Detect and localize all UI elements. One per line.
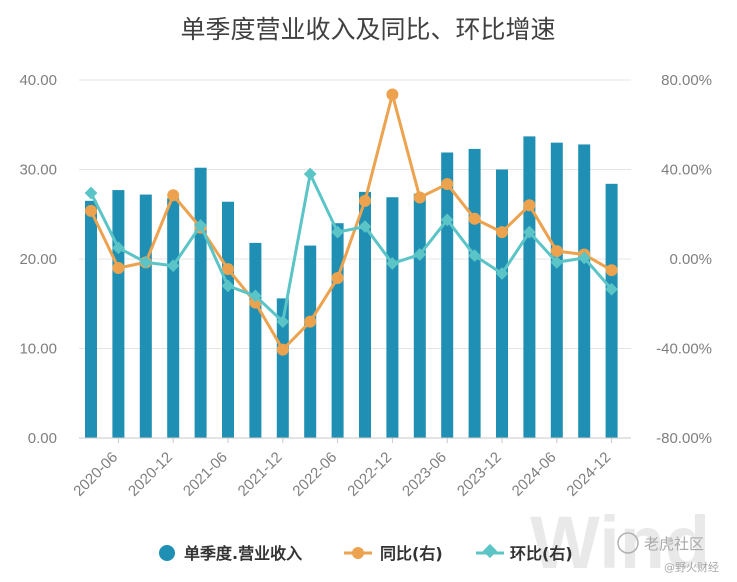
bar: [222, 201, 234, 438]
qoq-point: [221, 279, 235, 293]
bar: [304, 245, 317, 438]
yoy-point: [523, 199, 536, 212]
bar: [496, 169, 508, 438]
yoy-point: [331, 272, 344, 285]
qoq-point: [413, 248, 427, 261]
x-tick-label: 2022-12: [344, 449, 395, 500]
bar: [139, 194, 152, 438]
legend-label-qoq: 环比(右): [510, 544, 573, 563]
legend-item-revenue[interactable]: 单季度.营业收入: [159, 544, 302, 563]
qoq-line: [89, 172, 613, 324]
x-tick-label: 2022-06: [289, 449, 340, 500]
qoq-point: [194, 219, 207, 232]
bar: [359, 191, 371, 438]
legend-label-revenue: 单季度.营业收入: [184, 544, 302, 563]
right-axis: -80.00% -40.00% 0.00% 40.00% 80.00%: [656, 72, 712, 447]
bar: [468, 148, 481, 439]
x-axis: 2020-06 2020-12 2021-06 2021-12 2022-06 2022-…: [70, 437, 631, 500]
yoy-point: [441, 178, 454, 191]
legend: 单季度.营业收入 同比(右) 环比(右): [159, 543, 573, 563]
bar: [112, 190, 125, 438]
yoy-point: [496, 226, 508, 239]
bar: [249, 242, 262, 438]
right-tick-label: 40.00%: [661, 162, 712, 179]
legend-label-yoy: 同比(右): [380, 544, 443, 563]
bar: [523, 136, 536, 438]
bar: [85, 200, 97, 438]
left-tick-label: 10.00: [19, 341, 57, 358]
qoq-point: [358, 220, 372, 233]
yoy-point: [222, 263, 234, 276]
bar-series: [85, 136, 618, 439]
qoq-point: [249, 289, 262, 303]
yoy-point: [413, 191, 426, 204]
yoy-point: [112, 261, 125, 274]
x-tick-label: 2020-12: [125, 449, 176, 500]
qoq-point: [166, 259, 180, 273]
legend-marker-yoy: [352, 547, 364, 559]
right-tick-label: -40.00%: [656, 341, 712, 358]
qoq-point: [386, 257, 399, 270]
chart-title: 单季度营业收入及同比、环比增速: [180, 15, 555, 44]
left-tick-label: 0.00: [28, 430, 57, 447]
bar: [578, 144, 591, 438]
grid-lines: [79, 79, 631, 439]
watermark-forum-text: 老虎社区: [644, 535, 704, 553]
yoy-point: [468, 212, 481, 225]
bar: [331, 223, 344, 438]
qoq-point: [303, 167, 317, 181]
qoq-point: [84, 186, 98, 200]
legend-marker-qoq: [482, 543, 498, 559]
yoy-point: [386, 88, 399, 101]
qoq-point: [139, 255, 153, 269]
yoy-point: [276, 343, 289, 356]
yoy-line: [89, 93, 613, 352]
yoy-point: [167, 189, 180, 202]
qoq-point: [276, 315, 290, 329]
bar: [276, 298, 289, 438]
left-axis: 0.00 10.00 20.00 30.00 40.00: [19, 72, 57, 447]
x-tick-label: 2024-06: [509, 449, 560, 500]
bar: [441, 152, 454, 438]
left-tick-label: 20.00: [19, 251, 57, 268]
x-tick-label: 2024-12: [563, 449, 614, 500]
qoq-point: [440, 213, 454, 227]
watermark-forum: 老虎社区: [617, 532, 704, 554]
qoq-point: [112, 241, 125, 255]
legend-item-qoq[interactable]: 环比(右): [476, 543, 573, 563]
right-tick-label: 80.00%: [661, 72, 712, 89]
right-tick-label: 0.00%: [669, 251, 712, 268]
bar: [550, 142, 563, 438]
bar: [413, 193, 426, 438]
left-tick-label: 30.00: [19, 162, 57, 179]
bar: [194, 167, 207, 438]
yoy-point: [550, 245, 563, 258]
left-tick-label: 40.00: [19, 72, 57, 89]
watermark-brand: Wind: [530, 501, 710, 582]
yoy-point: [605, 264, 618, 277]
legend-item-yoy[interactable]: 同比(右): [344, 544, 443, 563]
bar: [386, 197, 399, 438]
legend-marker-revenue: [159, 545, 175, 561]
yoy-point: [304, 315, 317, 328]
x-tick-label: 2023-12: [454, 449, 505, 500]
right-tick-label: -80.00%: [656, 430, 712, 447]
watermark-author: @野火财经: [664, 560, 719, 574]
qoq-point: [331, 225, 344, 239]
yoy-point: [85, 204, 97, 217]
bar: [167, 198, 180, 438]
qoq-point: [495, 267, 509, 280]
x-tick-label: 2021-12: [235, 449, 286, 500]
x-tick-label: 2021-06: [180, 449, 231, 500]
bar: [605, 183, 618, 438]
line-series: [84, 88, 618, 356]
forum-logo-icon: [617, 532, 639, 554]
yoy-point: [359, 194, 371, 207]
x-tick-label: 2023-06: [399, 449, 450, 500]
x-tick-label: 2020-06: [70, 449, 121, 500]
